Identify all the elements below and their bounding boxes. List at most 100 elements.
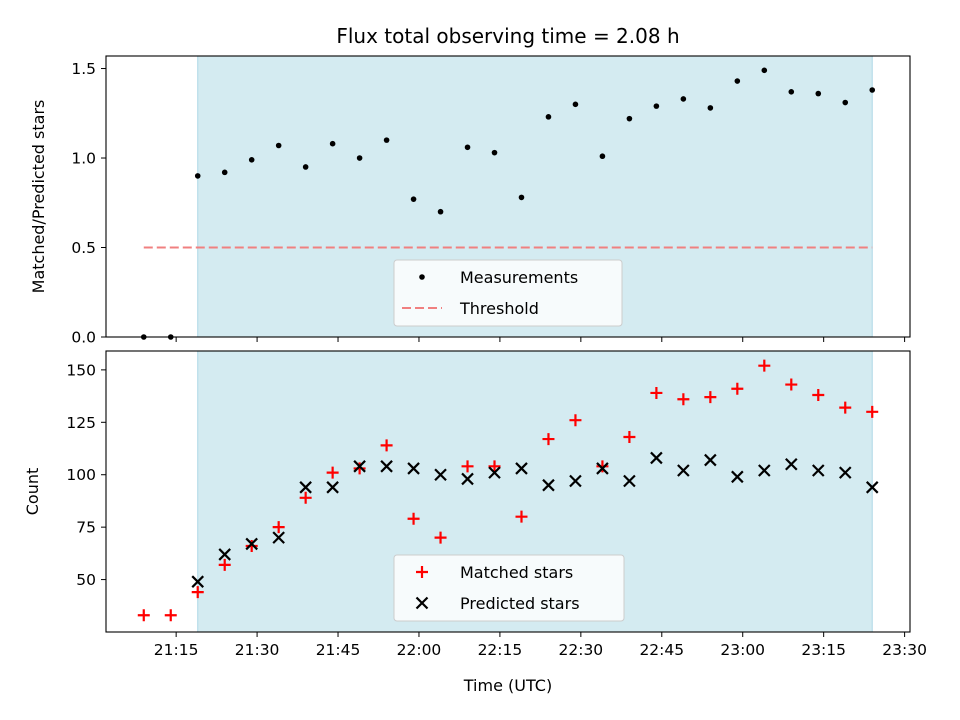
measurement-point bbox=[491, 149, 498, 156]
y-tick-label: 150 bbox=[66, 361, 96, 379]
matched-star-point bbox=[164, 609, 177, 622]
measurement-point bbox=[248, 157, 255, 163]
matched-star-point bbox=[380, 439, 393, 452]
matched-star-point bbox=[839, 401, 852, 414]
predicted-star-point bbox=[461, 472, 474, 486]
measurement-point bbox=[707, 105, 714, 111]
x-axis-label: Time (UTC) bbox=[463, 676, 552, 695]
x-tick-label: 21:15 bbox=[154, 641, 199, 659]
measurement-point bbox=[518, 194, 525, 201]
measurement-point bbox=[788, 88, 795, 95]
measurement-point bbox=[653, 103, 660, 109]
predicted-star-point bbox=[434, 468, 447, 482]
measurement-point bbox=[383, 137, 390, 143]
predicted-star-point bbox=[731, 470, 744, 484]
measurement-point bbox=[626, 115, 633, 122]
y-tick-label: 1.0 bbox=[71, 150, 96, 168]
predicted-star-point bbox=[758, 464, 771, 477]
legend-marker bbox=[416, 566, 428, 578]
predicted-star-point bbox=[704, 453, 717, 467]
matched-star-point bbox=[785, 378, 798, 391]
predicted-star-point bbox=[785, 457, 798, 471]
predicted-star-point bbox=[623, 474, 636, 488]
y-tick-label: 50 bbox=[76, 571, 96, 589]
x-tick-label: 23:30 bbox=[882, 641, 927, 659]
chart-title: Flux total observing time = 2.08 h bbox=[336, 24, 679, 48]
predicted-star-point bbox=[811, 464, 825, 477]
matched-star-point bbox=[218, 558, 231, 571]
matched-star-point bbox=[542, 433, 555, 446]
predicted-star-point bbox=[272, 531, 285, 544]
x-tick-label: 23:15 bbox=[801, 641, 846, 659]
matched-star-point bbox=[299, 491, 312, 504]
y-tick-label: 0.0 bbox=[71, 329, 96, 347]
legend: Measurements Threshold bbox=[393, 259, 623, 327]
predicted-star-point bbox=[353, 460, 366, 473]
predicted-star-point bbox=[326, 481, 339, 494]
predicted-star-point bbox=[245, 537, 258, 551]
matched-star-point bbox=[515, 510, 528, 523]
measurement-point bbox=[464, 144, 471, 151]
matched-star-point bbox=[461, 460, 474, 473]
predicted-star-point bbox=[488, 466, 501, 479]
legend-entry-label: Measurements bbox=[460, 268, 578, 287]
measurement-point bbox=[410, 196, 417, 202]
measurement-point bbox=[302, 164, 309, 170]
predicted-star-point bbox=[515, 462, 528, 475]
legend-marker bbox=[415, 596, 429, 610]
predicted-star-point bbox=[407, 462, 420, 475]
count-panel: 21:15 21:30 21:45 22:00 22:15 22:30 22:45 23:00… bbox=[23, 350, 927, 659]
predicted-star-point bbox=[542, 478, 555, 492]
legend-entry-label: Predicted stars bbox=[460, 594, 580, 613]
measurement-point bbox=[221, 169, 228, 176]
matched-star-point bbox=[812, 389, 825, 402]
measurement-point bbox=[842, 99, 849, 106]
y-tick-label: 0.5 bbox=[71, 239, 96, 257]
matched-star-point bbox=[272, 521, 285, 534]
legend: Matched stars Predicted stars bbox=[393, 554, 625, 622]
matched-star-point bbox=[677, 393, 690, 406]
predicted-star-point bbox=[865, 481, 879, 494]
measurement-point bbox=[680, 96, 687, 102]
predicted-star-point bbox=[838, 466, 852, 479]
legend-entry-label: Matched stars bbox=[460, 563, 573, 582]
axes-frame bbox=[105, 55, 911, 338]
x-tick-label: 22:15 bbox=[478, 641, 523, 659]
matched-star-point bbox=[704, 391, 717, 404]
matched-star-point bbox=[866, 405, 879, 418]
measurement-point bbox=[545, 114, 552, 120]
measurement-point bbox=[869, 87, 876, 93]
matched-star-point bbox=[434, 531, 447, 544]
matched-star-point bbox=[650, 386, 663, 399]
legend-entry-label: Threshold bbox=[459, 299, 539, 318]
matched-star-point bbox=[731, 382, 744, 395]
predicted-star-point bbox=[596, 462, 609, 475]
measurement-point bbox=[329, 140, 336, 147]
measurement-point bbox=[599, 153, 606, 160]
predicted-star-point bbox=[218, 548, 231, 561]
y-tick-label: 100 bbox=[66, 466, 96, 484]
matched-star-point bbox=[569, 414, 582, 427]
matched-star-point bbox=[326, 466, 339, 479]
matched-star-point bbox=[623, 430, 636, 443]
x-tick-label: 22:30 bbox=[559, 641, 604, 659]
x-tick-label: 22:45 bbox=[639, 641, 684, 659]
predicted-star-point bbox=[380, 460, 393, 473]
predicted-star-point bbox=[191, 575, 205, 588]
legend-box bbox=[393, 259, 623, 327]
matched-star-point bbox=[758, 359, 771, 372]
measurement-point bbox=[275, 142, 282, 149]
y-axis-label: Count bbox=[23, 468, 42, 516]
matched-star-point bbox=[245, 540, 258, 553]
legend-box bbox=[393, 554, 625, 622]
measurement-point bbox=[437, 208, 444, 215]
matched-star-point bbox=[191, 586, 204, 599]
measurement-point bbox=[194, 173, 201, 179]
measurement-point bbox=[815, 90, 822, 97]
y-tick-label: 1.5 bbox=[71, 60, 96, 78]
legend-marker bbox=[419, 274, 425, 280]
matched-star-point bbox=[596, 460, 609, 473]
measurement-point bbox=[761, 67, 768, 74]
y-axis-label: Matched/Predicted stars bbox=[29, 100, 48, 294]
